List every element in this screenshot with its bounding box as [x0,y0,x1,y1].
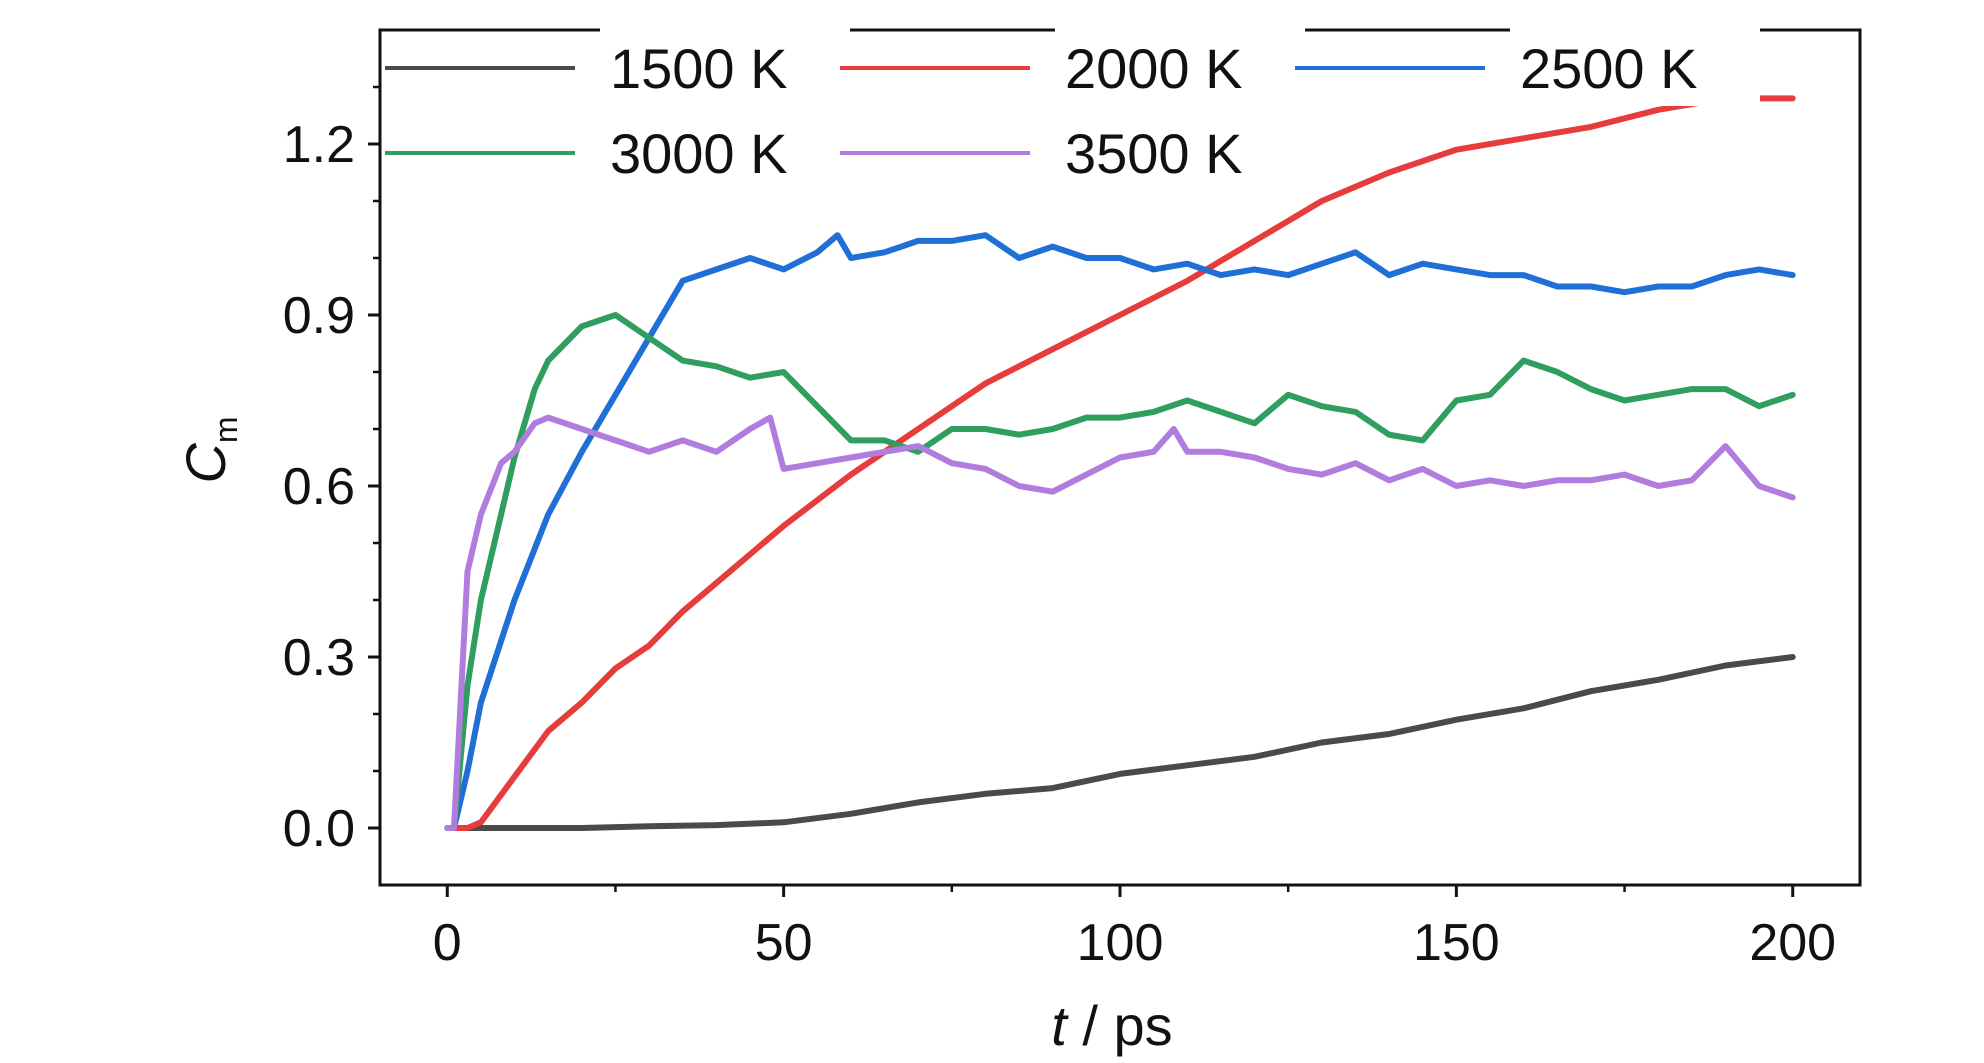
series-line-2 [444,232,1796,831]
x-tick-label-2: 100 [1077,914,1164,972]
y-tick-label-2: 0.6 [283,458,355,516]
y-tick-label-0: 0.0 [283,800,355,858]
series-line-4 [444,414,1796,831]
legend-label-1: 2000 K [1065,37,1243,100]
legend-bg-4 [1055,113,1305,191]
axis-ticks: 0 50 100 150 200 0.0 0.3 0.6 0.9 1.2 [283,85,1836,972]
x-tick-label-3: 150 [1413,914,1500,972]
y-axis-title: Cm [174,416,244,483]
legend: 1500 K 2000 K 2500 K 3000 K 3500 K [385,28,1760,191]
x-tick-label-0: 0 [433,914,462,972]
legend-label-2: 2500 K [1520,37,1698,100]
x-axis-title-var: t [1051,994,1069,1057]
x-tick-label-4: 200 [1749,914,1836,972]
series-line-1 [444,95,1796,831]
x-axis-title: t / ps [1051,994,1172,1057]
legend-bg-0 [600,28,850,106]
series-lines [444,95,1796,831]
series-line-3 [444,312,1796,831]
legend-label-4: 3500 K [1065,122,1243,185]
legend-label-0: 1500 K [610,37,788,100]
y-tick-label-3: 0.9 [283,287,355,345]
x-axis-title-unit: / ps [1067,994,1173,1057]
legend-label-3: 3000 K [610,122,788,185]
legend-bg-2 [1510,28,1760,106]
legend-bg-3 [600,113,850,191]
y-axis-title-group: Cm [174,416,244,483]
y-axis-title-sub: m [208,416,244,443]
y-axis-title-main: C [174,443,237,484]
legend-bg-1 [1055,28,1305,106]
series-line-0 [444,654,1796,831]
x-tick-label-1: 50 [755,914,813,972]
y-tick-label-1: 0.3 [283,629,355,687]
y-tick-label-4: 1.2 [283,116,355,174]
